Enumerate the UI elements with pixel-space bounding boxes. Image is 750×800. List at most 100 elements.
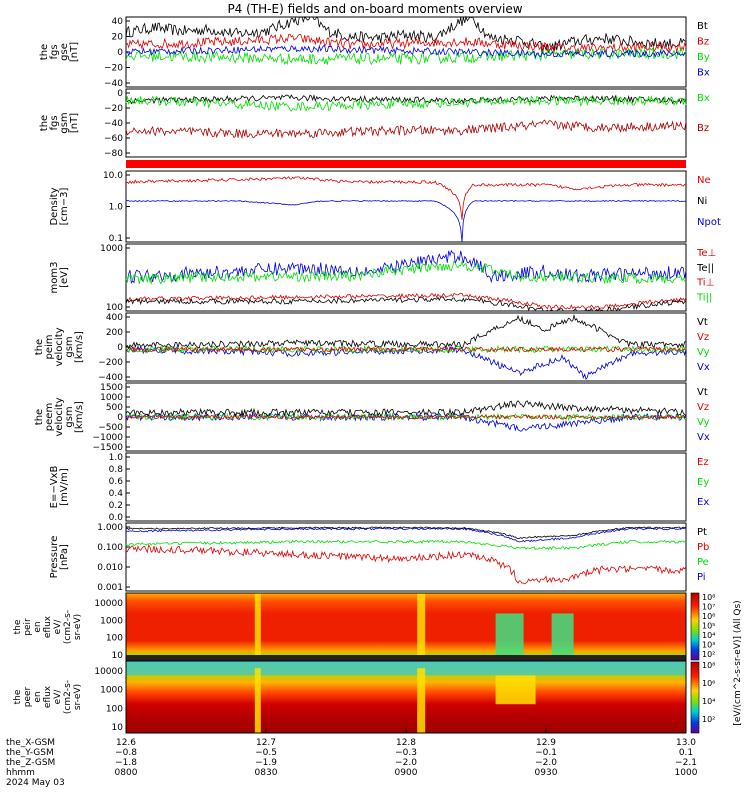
y-tick-label: 1500: [100, 383, 123, 393]
x-tick-label: −0.1: [535, 748, 557, 758]
colorbar-tick: 10⁸: [702, 593, 715, 602]
legend-entry: By: [697, 52, 710, 63]
y-tick-label: 0.4: [109, 489, 124, 499]
series-Te⊥: [125, 292, 687, 310]
y-axis-label: [nT]: [69, 113, 80, 133]
series-Vt: [125, 400, 687, 418]
legend-entry: Ti⊥: [696, 278, 714, 289]
series-Vt: [125, 313, 687, 350]
y-tick-label: 200: [106, 328, 123, 338]
y-tick-label: 0.6: [109, 477, 124, 487]
colorbar-tick: 10⁶: [702, 612, 715, 621]
legend-entry: Vz: [697, 402, 709, 413]
y-axis-label: peim: [44, 334, 55, 359]
series-Pb: [125, 544, 687, 585]
y-axis-label: the: [39, 44, 50, 60]
y-axis-label: en: [33, 691, 43, 702]
y-tick-label: 0.1: [109, 234, 123, 244]
panel-9: 10000 1000 100 10 the peir en eflux eV/(cm2-s-sr…: [13, 592, 687, 662]
series-Vz: [125, 414, 687, 420]
y-tick-label: 10000: [94, 667, 123, 677]
x-row-label: the_Y-GSM: [6, 748, 54, 758]
y-tick-label: −60: [104, 134, 123, 144]
y-axis-label: the: [34, 339, 45, 355]
legend-entry: Pt: [697, 527, 707, 538]
x-tick-label: 12.8: [396, 738, 416, 748]
series-Pe: [125, 539, 687, 551]
y-tick-label: 0: [117, 413, 123, 423]
panel-1: 0 −20 −40 −60 −80 Bx Bz the fgs gsm [nT]: [39, 88, 710, 159]
x-tick-label: −1.8: [115, 758, 137, 768]
panel-10: 10000 1000 100 10 the peer en eflux eV/(cm2-s-sr…: [13, 660, 687, 734]
y-tick-label: 400: [106, 313, 123, 323]
y-axis-label: eV/: [53, 689, 63, 705]
x-tick-label: −0.5: [255, 748, 277, 758]
y-axis-label: (cm2-s-: [63, 610, 73, 644]
series-Bx: [125, 44, 687, 59]
legend-entry: Vt: [697, 317, 708, 328]
legend-entry: Bz: [697, 37, 709, 48]
y-axis-label: [cm−3]: [59, 188, 70, 226]
legend-entry: Bt: [697, 21, 708, 32]
legend-entry: Npot: [697, 217, 721, 228]
colorbar-tick: 10⁷: [702, 603, 715, 612]
panel-4: 1000 100 Te⊥ Te|| Ti⊥ Ti|| mom3 [eV]: [49, 243, 716, 313]
y-tick-label: 20: [112, 33, 124, 43]
y-axis-label: [eV]: [59, 267, 70, 288]
series-By: [125, 47, 687, 66]
legend-entry: Ni: [697, 196, 707, 207]
x-tick-label: 0800: [115, 768, 138, 778]
y-axis-label: the: [13, 689, 23, 704]
y-axis-label: Pressure: [49, 536, 60, 579]
heatmap-feature: [495, 675, 536, 705]
colorbar-tick: 10²: [702, 715, 715, 724]
x-tick-label: 0.1: [679, 748, 693, 758]
plot-title: P4 (TH-E) fields and on-board moments ov…: [227, 2, 523, 16]
legend-entry: Pi: [697, 572, 706, 583]
heatmap-feature: [417, 668, 426, 733]
x-tick-label: −2.1: [675, 758, 697, 768]
y-axis-label: [km/s]: [74, 401, 85, 433]
y-axis-label: gse: [59, 43, 70, 61]
x-tick-label: 12.7: [256, 738, 276, 748]
panel-8: 1.000 0.100 0.010 0.001 Pt Pb Pe Pi Pressure [nPa…: [49, 522, 709, 593]
legend-entry: Te⊥: [696, 248, 716, 259]
y-tick-label: −80: [104, 149, 123, 159]
legend-entry: Ne: [697, 175, 711, 186]
y-tick-label: 40: [112, 17, 124, 27]
legend-entry: Ez: [697, 457, 709, 468]
series-Vx: [125, 412, 687, 432]
colorbar-tick: 10⁵: [702, 622, 715, 631]
colorbar-tick: 10²: [702, 650, 715, 659]
y-axis-label: gsm: [64, 336, 75, 357]
y-tick-label: 1000: [100, 616, 123, 626]
legend-entry: Ti||: [696, 292, 712, 303]
colorbar-tick: 10⁴: [702, 697, 715, 706]
y-tick-label: 0: [117, 48, 123, 58]
series-Pt: [125, 526, 687, 540]
y-axis-label: [nT]: [69, 42, 80, 62]
legend-entry: Te||: [696, 263, 714, 274]
y-axis-label: mom3: [49, 262, 60, 294]
y-axis-label: gsm: [59, 112, 70, 133]
heatmap-feature: [254, 593, 261, 661]
y-axis-label: peem: [44, 403, 55, 431]
y-tick-label: −500: [98, 423, 123, 433]
y-tick-label: 0.2: [109, 501, 123, 511]
y-axis-label: fgs: [49, 115, 60, 130]
series-Bt: [125, 15, 687, 54]
y-axis-label: the: [34, 409, 45, 425]
series-Ti||: [125, 260, 687, 286]
y-tick-label: 1000: [100, 244, 123, 254]
legend-entry: Vx: [697, 432, 710, 443]
legend-entry: Vz: [697, 332, 709, 343]
y-axis-label: peir: [23, 618, 33, 636]
y-tick-label: 100: [106, 634, 123, 644]
y-tick-label: −1500: [93, 443, 124, 453]
y-axis-label: fgs: [49, 44, 60, 59]
y-tick-label: 10.0: [103, 171, 123, 181]
y-axis-label: E=−VxB: [49, 466, 60, 509]
